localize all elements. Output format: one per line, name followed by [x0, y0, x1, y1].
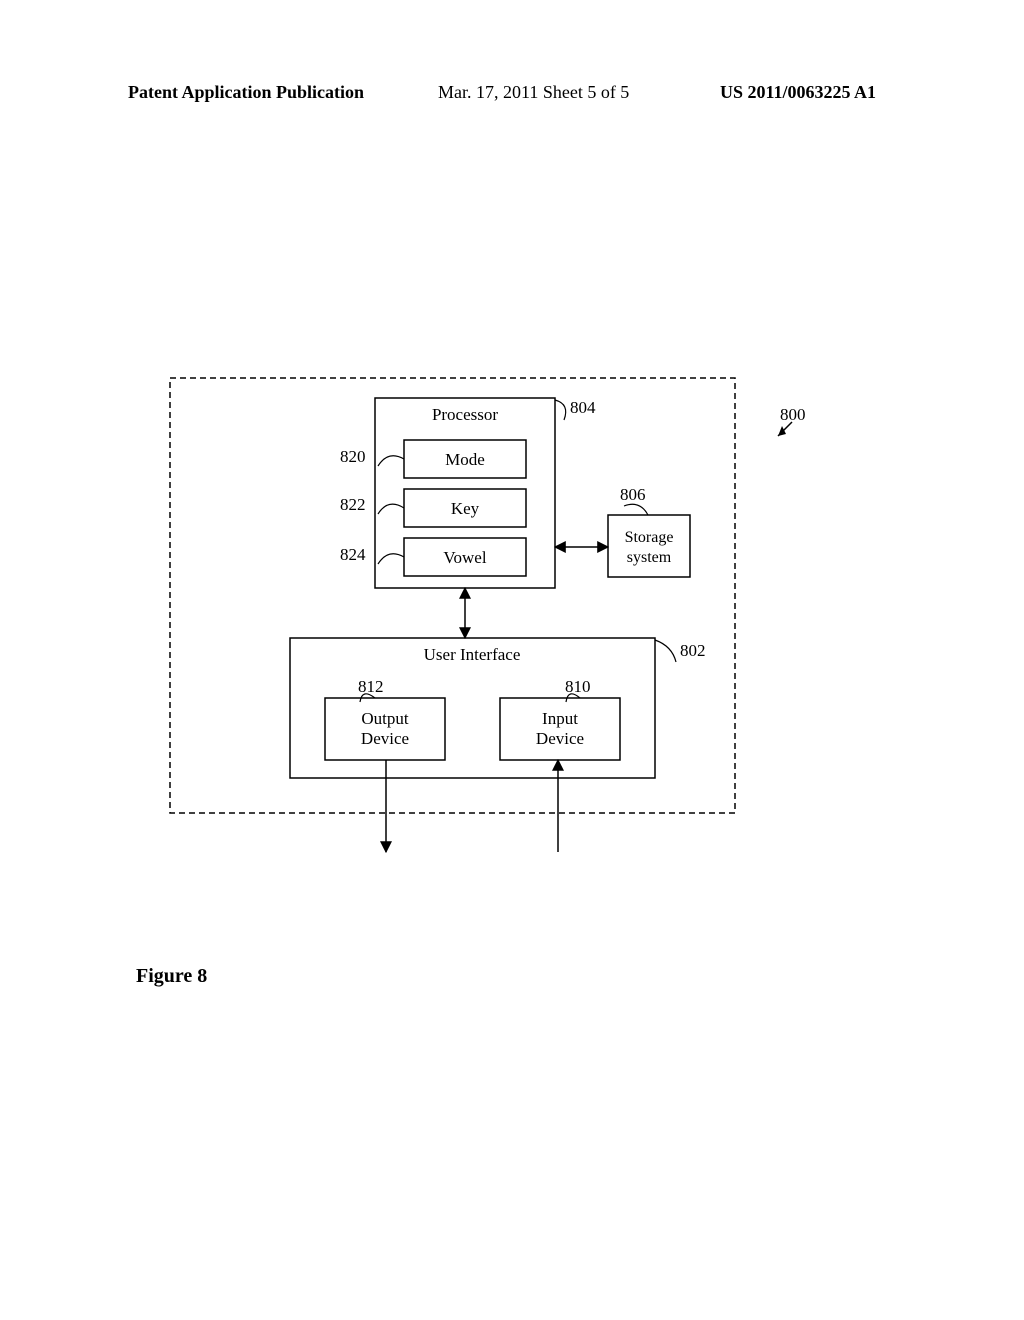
label-822: 822 — [340, 495, 366, 514]
input-title-1: Input — [542, 709, 578, 728]
output-title-1: Output — [361, 709, 409, 728]
figure-caption: Figure 8 — [136, 965, 207, 988]
leader-800 — [778, 422, 792, 436]
storage-title-2: system — [627, 549, 672, 566]
leader-802 — [655, 640, 676, 662]
label-804: 804 — [570, 398, 596, 417]
label-802: 802 — [680, 641, 706, 660]
storage-title-1: Storage — [625, 529, 674, 546]
leader-824 — [378, 554, 404, 564]
block-diagram: Processor Mode Key Vowel Storage system … — [0, 0, 1024, 1320]
mode-title: Mode — [445, 450, 485, 469]
label-800: 800 — [780, 405, 806, 424]
system-boundary — [170, 378, 735, 813]
leader-822 — [378, 504, 404, 514]
key-title: Key — [451, 499, 480, 518]
label-810: 810 — [565, 677, 591, 696]
vowel-title: Vowel — [443, 548, 486, 567]
label-806: 806 — [620, 485, 646, 504]
input-title-2: Device — [536, 729, 584, 748]
processor-title: Processor — [432, 405, 498, 424]
output-title-2: Device — [361, 729, 409, 748]
label-812: 812 — [358, 677, 384, 696]
leader-820 — [378, 456, 404, 466]
ui-title: User Interface — [424, 645, 521, 664]
label-820: 820 — [340, 447, 366, 466]
storage-box — [608, 515, 690, 577]
label-824: 824 — [340, 545, 366, 564]
leader-806 — [624, 504, 648, 515]
leader-804 — [555, 400, 566, 420]
